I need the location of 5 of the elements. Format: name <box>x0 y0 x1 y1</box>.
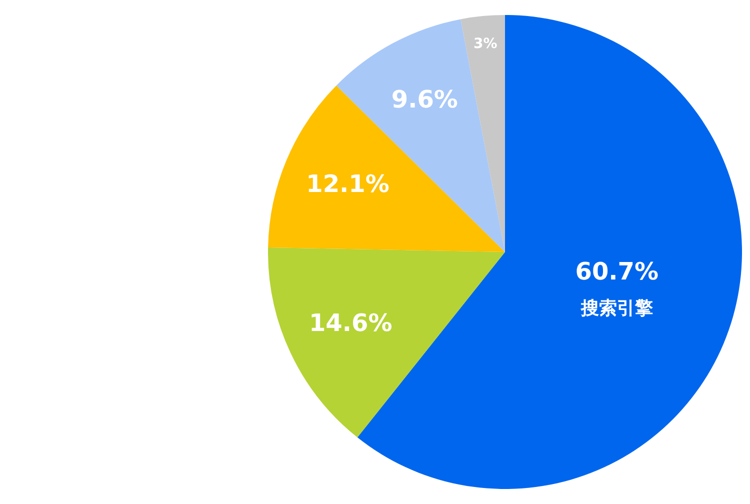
data-label: 60.7% <box>575 257 658 286</box>
slice-label: 搜索引擎 <box>580 298 654 319</box>
data-label: 14.6% <box>308 308 392 337</box>
data-label: 12.1% <box>306 170 390 198</box>
data-label: 9.6% <box>391 86 458 114</box>
